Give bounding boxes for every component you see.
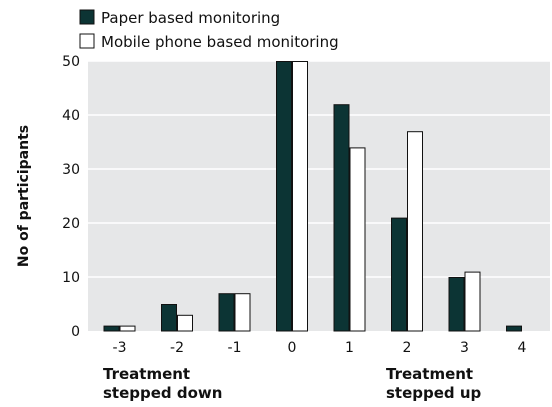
y-tick-label: 20 — [62, 216, 80, 232]
bar-paper — [506, 325, 522, 332]
bar-paper — [391, 217, 407, 332]
plot-area — [88, 61, 550, 331]
bar-paper — [218, 293, 235, 332]
bars — [103, 61, 522, 332]
legend-label-mobile: Mobile phone based monitoring — [101, 33, 339, 51]
x-tick-label: 0 — [288, 340, 297, 356]
annotation-stepped-up-line1: Treatment — [386, 365, 473, 383]
annotation-stepped-up-line2: stepped up — [386, 384, 482, 402]
x-tick-label: 4 — [518, 340, 527, 356]
y-tick-label: 50 — [62, 54, 80, 70]
x-tick-label: 3 — [460, 340, 469, 356]
bar-paper — [103, 325, 120, 332]
bar-mobile — [119, 325, 136, 332]
x-tick-label: 1 — [345, 340, 354, 356]
annotation-stepped-down-line1: Treatment — [103, 365, 190, 383]
x-axis-ticks: -3 -2 -1 0 1 2 3 4 — [113, 340, 527, 356]
y-axis-ticks: 0 10 20 30 40 50 — [62, 54, 80, 340]
x-tick-label: 2 — [403, 340, 412, 356]
legend: Paper based monitoring Mobile phone base… — [79, 9, 339, 51]
bar-mobile — [407, 131, 423, 332]
y-tick-label: 10 — [62, 270, 80, 286]
bar-mobile — [464, 271, 481, 332]
bar-paper — [161, 304, 177, 332]
bar-mobile — [349, 147, 366, 332]
x-tick-label: -1 — [228, 340, 242, 356]
y-axis-title: No of participants — [16, 125, 32, 267]
y-tick-label: 0 — [71, 324, 80, 340]
legend-label-paper: Paper based monitoring — [101, 9, 280, 27]
bar-mobile — [292, 61, 308, 332]
bar-mobile — [177, 314, 193, 332]
bar-paper — [333, 104, 350, 332]
y-tick-label: 30 — [62, 162, 80, 178]
annotation-stepped-down-line2: stepped down — [103, 384, 222, 402]
y-tick-label: 40 — [62, 108, 80, 124]
x-tick-label: -2 — [170, 340, 184, 356]
bar-paper — [448, 277, 465, 332]
legend-swatch-mobile — [79, 33, 95, 49]
bar-paper — [276, 61, 292, 332]
bar-mobile — [234, 293, 251, 332]
x-tick-label: -3 — [113, 340, 127, 356]
legend-swatch-paper — [79, 9, 95, 25]
